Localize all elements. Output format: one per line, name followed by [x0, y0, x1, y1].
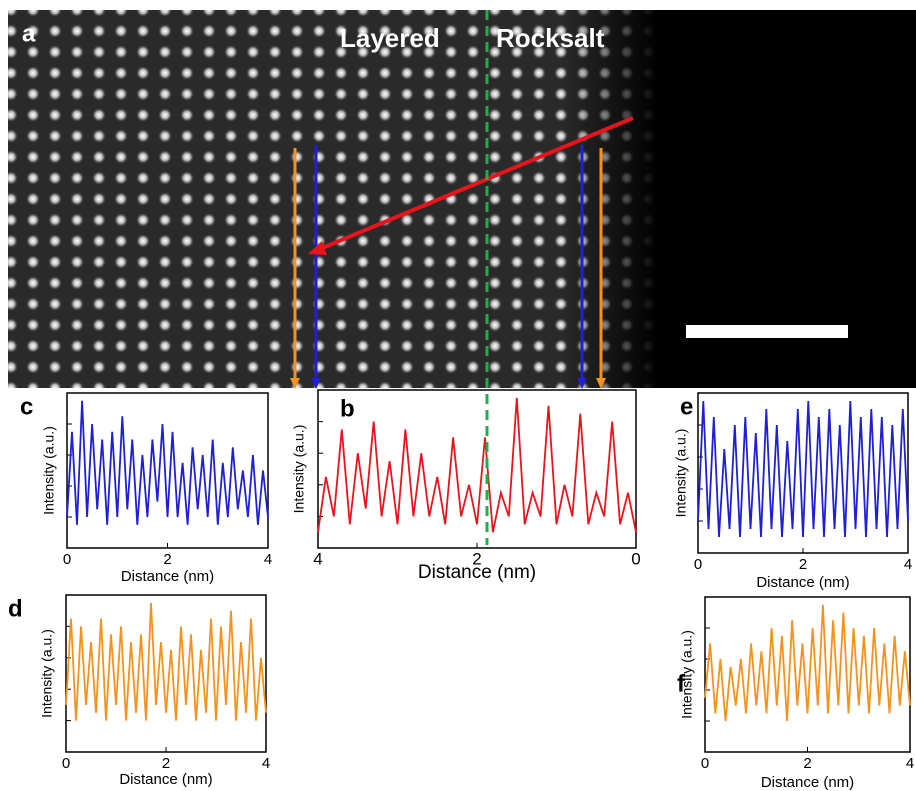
panel-label: a	[22, 20, 36, 47]
plot-frame	[704, 596, 911, 753]
x-axis-label: Distance (nm)	[418, 562, 536, 583]
x-tick-label: 0	[63, 551, 71, 568]
stem-image: a Layered Rocksalt	[8, 10, 916, 389]
annotation: Rocksalt	[496, 23, 605, 53]
panel-label: c	[20, 393, 33, 420]
x-tick-label: 2	[162, 755, 170, 772]
x-tick-label: 2	[803, 755, 811, 772]
y-axis-label: Intensity (a.u.)	[679, 630, 695, 719]
plot-frame	[66, 392, 269, 549]
y-axis-label: Intensity (a.u.)	[291, 425, 307, 514]
panel-label: b	[340, 395, 355, 422]
x-tick-label: 2	[163, 551, 171, 568]
x-tick-label: 0	[62, 755, 70, 772]
x-tick-label: 2	[799, 556, 807, 573]
x-tick-label: 0	[701, 755, 709, 772]
x-tick-label: 0	[694, 556, 702, 573]
x-tick-label: 4	[262, 755, 270, 772]
y-axis-label: Intensity (a.u.)	[39, 629, 55, 718]
annotation: Layered	[340, 23, 440, 53]
panel-label: d	[8, 595, 23, 622]
scale-bar	[686, 325, 848, 338]
x-tick-label: 0	[631, 549, 640, 568]
y-axis-label: Intensity (a.u.)	[41, 426, 57, 515]
x-axis-label: Distance (nm)	[121, 568, 214, 585]
profile-line	[65, 602, 267, 721]
x-tick-label: 4	[904, 556, 912, 573]
x-axis-label: Distance (nm)	[761, 774, 854, 791]
panel-label: f	[677, 670, 686, 697]
panel-label: e	[680, 393, 693, 420]
profile-line	[704, 604, 911, 722]
x-tick-label: 4	[906, 755, 914, 772]
plot-frame	[65, 594, 267, 753]
charts: 0 2 4 Distance (nm) Intensity (a.u.) c 4 2 0 Dist…	[8, 389, 914, 791]
x-tick-label: 2	[472, 549, 481, 568]
profile-line	[317, 397, 637, 533]
x-axis-label: Distance (nm)	[756, 574, 849, 591]
profile-line	[66, 400, 269, 525]
x-tick-label: 4	[264, 551, 272, 568]
x-axis-label: Distance (nm)	[119, 771, 212, 788]
x-tick-label: 4	[313, 549, 322, 568]
profile-line	[697, 400, 909, 538]
y-axis-label: Intensity (a.u.)	[673, 429, 689, 518]
